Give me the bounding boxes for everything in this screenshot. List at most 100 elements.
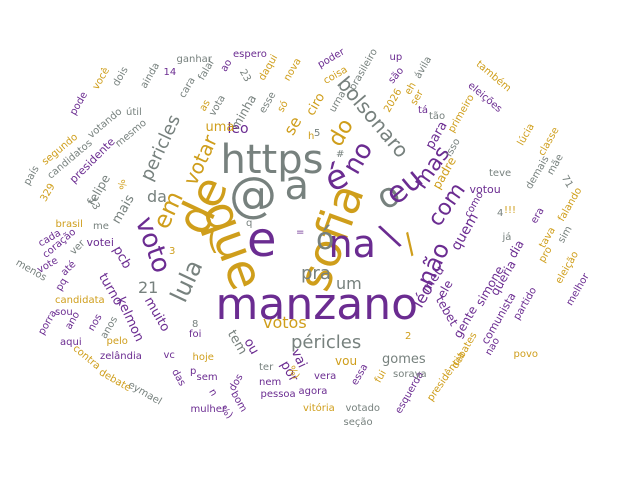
cloud-word: ó — [316, 222, 335, 257]
cloud-word: # — [336, 149, 345, 160]
cloud-word: votos — [263, 313, 307, 332]
cloud-word: h — [308, 131, 315, 142]
cloud-word: vou — [335, 354, 358, 368]
cloud-word: vitória — [303, 403, 335, 414]
cloud-word: presidência — [425, 349, 468, 404]
cloud-word: esse — [256, 90, 278, 116]
cloud-word: país — [21, 164, 42, 188]
cloud-word: 329 — [38, 181, 58, 204]
cloud-word: ao — [218, 57, 235, 74]
cloud-word: muito — [140, 293, 173, 335]
cloud-word: ter — [259, 362, 274, 373]
cloud-word: pessoa — [260, 389, 296, 400]
cloud-word: hoje — [192, 352, 214, 363]
cloud-word: se — [279, 113, 306, 139]
cloud-word: ciro — [303, 89, 329, 119]
cloud-word: 23 — [236, 67, 253, 85]
cloud-word: votei — [86, 235, 114, 249]
cloud-word: ver — [68, 238, 88, 258]
cloud-word: são — [386, 65, 406, 86]
cloud-word: % — [114, 178, 129, 192]
cloud-word: e — [247, 212, 277, 268]
cloud-word: espero — [233, 49, 267, 60]
cloud-word: brasil — [55, 219, 83, 230]
cloud-word: da — [147, 187, 167, 206]
cloud-word: até — [59, 259, 79, 279]
cloud-word: um — [336, 274, 362, 293]
cloud-word: 5 — [314, 128, 321, 139]
cloud-word: minha — [228, 92, 260, 132]
cloud-word: isso — [443, 136, 463, 159]
cloud-word: soraya — [393, 369, 427, 380]
cloud-word: das — [169, 367, 188, 389]
cloud-word: mulher — [190, 404, 226, 415]
cloud-word: n — [206, 387, 219, 399]
cloud-word: fui — [372, 368, 389, 385]
cloud-word: gomes — [382, 351, 426, 367]
cloud-word: pq — [53, 276, 70, 294]
cloud-word: vota — [207, 93, 228, 119]
cloud-word: a — [284, 163, 310, 209]
cloud-word: péricles — [291, 332, 362, 353]
cloud-word: ganhar — [176, 54, 212, 65]
cloud-word: ainda — [138, 60, 163, 91]
cloud-word: vc — [163, 350, 175, 361]
cloud-word: https — [220, 137, 324, 183]
cloud-word: mesmo — [112, 117, 149, 150]
cloud-word: sim — [556, 224, 575, 246]
cloud-word: ou — [240, 335, 262, 357]
cloud-word: zelândia — [100, 351, 142, 362]
cloud-word: 2 — [405, 331, 412, 342]
cloud-word: = — [296, 227, 305, 238]
cloud-word: porra — [35, 308, 59, 338]
cloud-word: pro — [536, 244, 555, 265]
cloud-word: !!! — [504, 205, 517, 216]
cloud-word: tão — [429, 111, 446, 122]
cloud-word: seção — [343, 417, 373, 428]
cloud-word: me — [93, 221, 109, 232]
cloud-word: quem — [448, 210, 482, 254]
cloud-word: @ — [229, 167, 277, 223]
cloud-word: contra — [70, 343, 103, 373]
cloud-word: povo — [513, 349, 539, 360]
cloud-word: cara — [177, 75, 198, 100]
cloud-word: nem — [259, 377, 282, 388]
cloud-word: 21 — [138, 278, 159, 297]
cloud-word: debate — [96, 367, 133, 395]
cloud-word: partido — [511, 285, 540, 322]
cloud-word: ( — [207, 222, 219, 257]
cloud-word: sou — [55, 307, 73, 318]
cloud-word: teve — [489, 168, 512, 179]
cloud-word: 2026 — [381, 86, 404, 115]
cloud-word: melhor — [564, 271, 592, 308]
cloud-word: pode — [67, 90, 90, 118]
cloud-word: era — [528, 205, 547, 226]
cloud-word: lúcia — [515, 121, 537, 148]
cloud-word: votado — [345, 403, 381, 414]
cloud-word: tá — [418, 105, 429, 116]
cloud-word: 3 — [169, 246, 176, 257]
cloud-word: pcb — [109, 243, 135, 271]
cloud-word: útil — [126, 107, 142, 118]
cloud-word: 8 — [192, 319, 199, 330]
cloud-word: ávila — [412, 54, 435, 81]
cloud-word: na — [328, 222, 376, 266]
cloud-word: q — [246, 218, 253, 229]
cloud-word: 4 — [497, 208, 504, 219]
cloud-word: sem — [196, 372, 218, 383]
cloud-word: brasileiro — [347, 46, 381, 93]
cloud-word: p — [190, 366, 197, 377]
cloud-word: pra — [301, 263, 331, 284]
cloud-word: votou — [469, 182, 501, 196]
cloud-word: agora — [298, 386, 328, 397]
cloud-word: uma — [205, 119, 235, 135]
cloud-word: leo — [227, 121, 249, 137]
cloud-word: você — [90, 65, 113, 92]
cloud-word: up — [389, 52, 403, 63]
cloud-word: nova — [281, 56, 304, 84]
cloud-word: 14 — [163, 67, 177, 78]
cloud-word: 71 — [558, 173, 575, 191]
cloud-word: falando — [555, 185, 584, 224]
cloud-word: manzano — [215, 279, 419, 330]
